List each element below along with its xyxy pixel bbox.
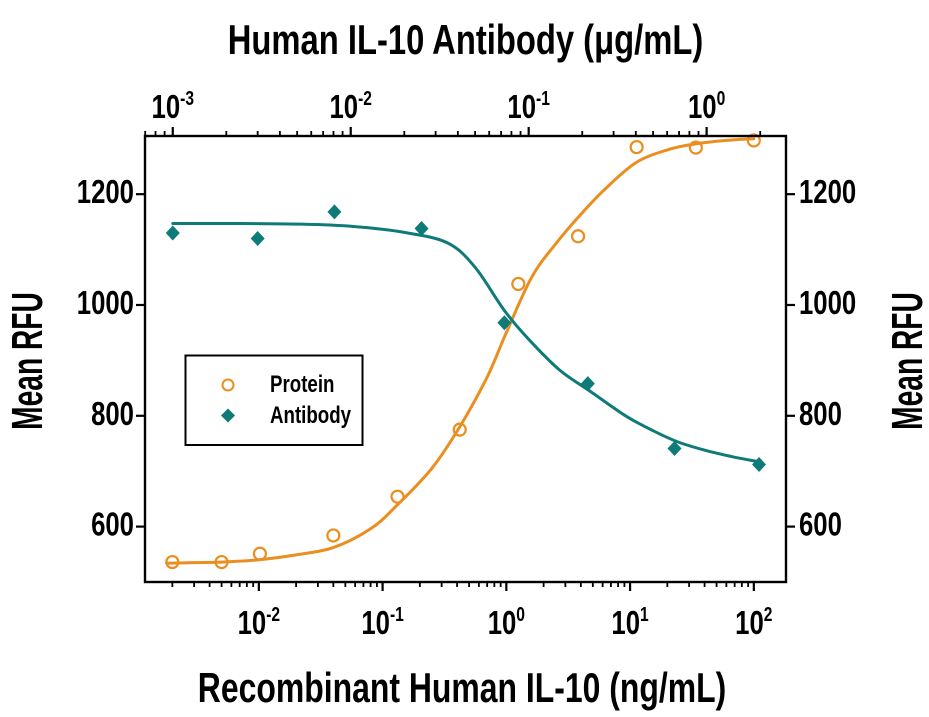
legend-label-protein: Protein bbox=[270, 371, 334, 398]
data-point-circle bbox=[214, 554, 229, 570]
series-antibody bbox=[165, 204, 767, 473]
tick-label-1200: 1200 bbox=[799, 174, 856, 211]
data-series-layer bbox=[165, 133, 767, 570]
left-axis-tick-labels: 600 800 1000 1200 bbox=[77, 174, 134, 543]
right-axis-tick-labels: 600 800 1000 1200 bbox=[799, 174, 856, 543]
data-point-diamond bbox=[580, 376, 595, 392]
data-point-diamond bbox=[414, 221, 429, 237]
data-point-diamond bbox=[752, 457, 767, 473]
data-point-diamond bbox=[165, 225, 180, 241]
data-point-circle bbox=[390, 489, 405, 504]
legend-antibody-marker-diamond-icon bbox=[221, 408, 235, 423]
legend-label-antibody: Antibody bbox=[270, 402, 351, 429]
tick-label-10^-3: 10-3 bbox=[152, 87, 195, 126]
chart-title: Human IL-10 Antibody (μg/mL) bbox=[228, 16, 704, 63]
top-axis-tick-labels: 10-3 10-2 10-1 100 bbox=[152, 87, 726, 126]
x-axis-label-bottom: Recombinant Human IL-10 (ng/mL) bbox=[198, 664, 726, 711]
tick-label-1000: 1000 bbox=[799, 285, 856, 322]
top-axis-ticks bbox=[144, 127, 762, 136]
tick-label-10^-2: 10-2 bbox=[329, 87, 372, 126]
data-point-circle bbox=[629, 139, 644, 155]
tick-label-10^-1: 10-1 bbox=[507, 87, 550, 126]
antibody-fit-curve bbox=[171, 221, 761, 464]
data-point-circle bbox=[511, 276, 526, 292]
y-axis-label-left: Mean RFU bbox=[3, 292, 52, 430]
tick-label-10^2: 102 bbox=[735, 603, 772, 642]
tick-label-600: 600 bbox=[799, 507, 842, 544]
plot-border bbox=[143, 134, 788, 584]
bottom-axis-ticks bbox=[171, 582, 755, 591]
tick-label-600: 600 bbox=[91, 507, 134, 544]
left-axis-ticks bbox=[136, 193, 145, 528]
bottom-axis-tick-labels: 10-2 10-1 100 101 102 bbox=[238, 603, 773, 642]
tick-label-10^0: 100 bbox=[488, 603, 525, 642]
data-point-diamond bbox=[667, 440, 682, 456]
data-point-circle bbox=[165, 554, 180, 570]
tick-label-10^-2: 10-2 bbox=[238, 603, 281, 642]
data-point-circle bbox=[326, 528, 341, 543]
data-point-circle bbox=[452, 422, 467, 437]
tick-label-10^-1: 10-1 bbox=[361, 603, 404, 642]
data-point-circle bbox=[570, 229, 586, 244]
legend-protein-marker-circle-icon bbox=[221, 378, 235, 392]
data-point-circle bbox=[688, 140, 703, 155]
data-point-diamond bbox=[250, 230, 265, 246]
tick-label-1200: 1200 bbox=[77, 174, 134, 211]
data-point-diamond bbox=[497, 315, 512, 331]
data-point-circle bbox=[746, 133, 761, 148]
protein-fit-curve bbox=[165, 137, 756, 565]
tick-label-1000: 1000 bbox=[77, 285, 134, 322]
right-axis-ticks bbox=[786, 193, 795, 528]
series-protein bbox=[165, 133, 761, 570]
legend-box bbox=[184, 354, 364, 446]
tick-label-10^1: 101 bbox=[611, 603, 648, 642]
tick-label-10^0: 100 bbox=[688, 87, 725, 126]
tick-label-800: 800 bbox=[799, 396, 842, 433]
y-axis-label-right: Mean RFU bbox=[883, 292, 929, 430]
legend: Protein Antibody bbox=[184, 354, 364, 446]
data-point-diamond bbox=[327, 204, 342, 220]
tick-label-800: 800 bbox=[91, 396, 134, 433]
data-point-circle bbox=[252, 546, 268, 561]
